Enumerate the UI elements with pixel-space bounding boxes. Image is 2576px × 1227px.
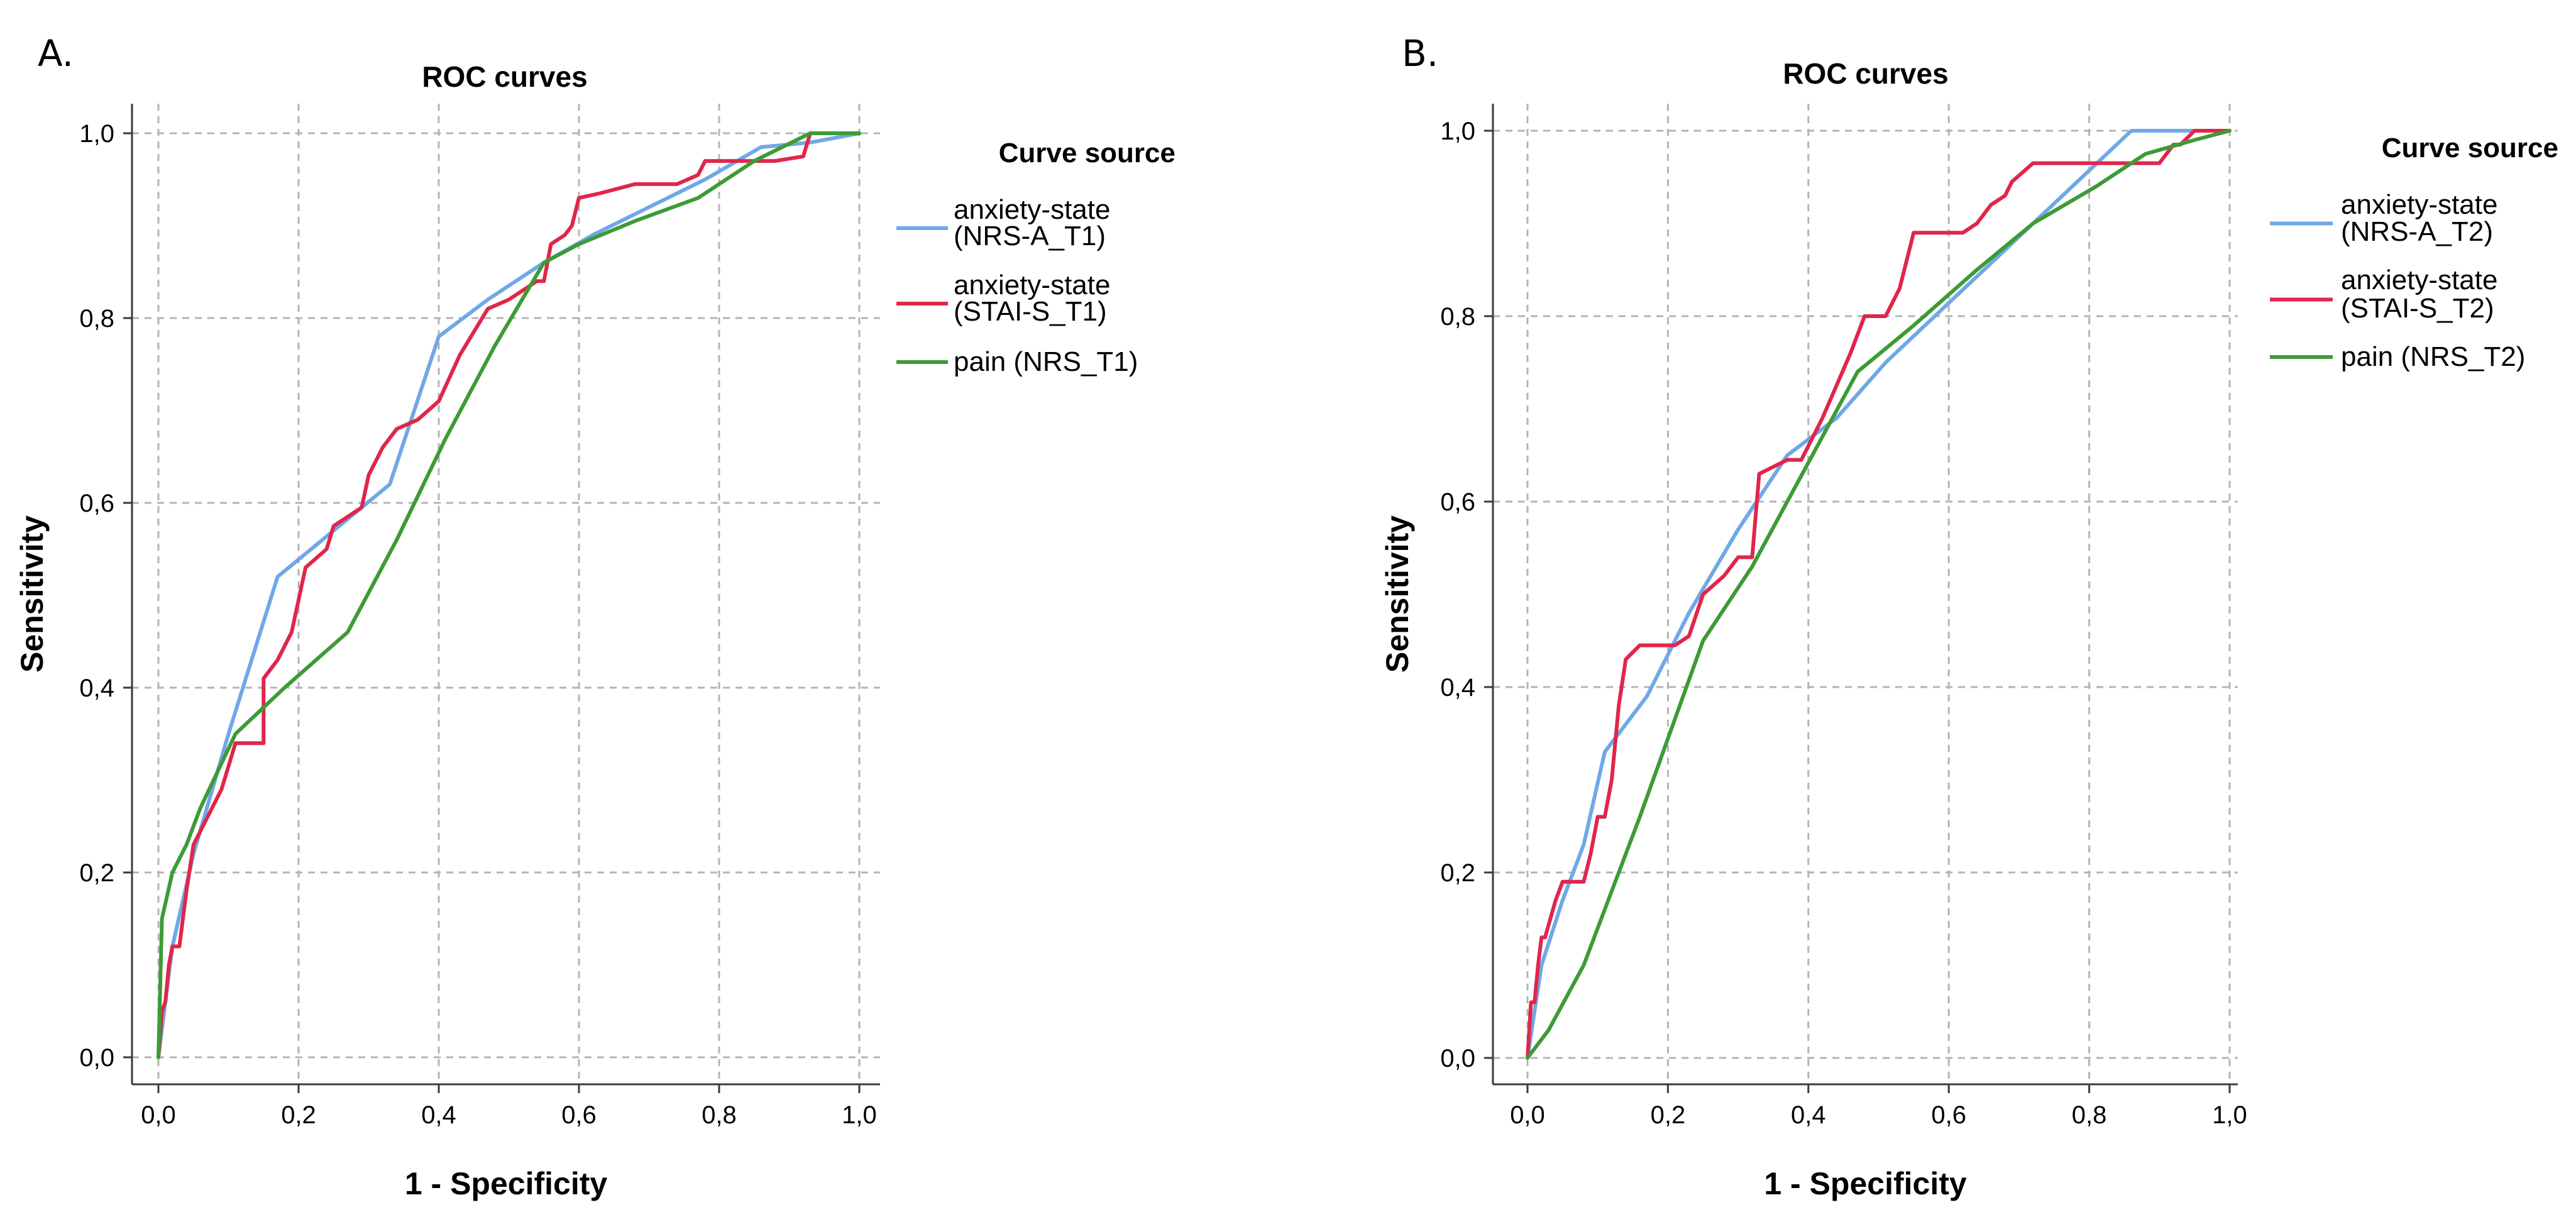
legend-label: anxiety-state [2341,265,2497,295]
legend: Curve sourceanxiety-state(NRS-A_T1)anxie… [896,138,1175,377]
panel-label: A. [38,32,74,75]
y-tick-label: 0,2 [1440,859,1475,887]
y-tick-label: 0,6 [79,490,114,517]
x-tick-label: 0,4 [1791,1101,1826,1129]
x-tick-label: 1,0 [2212,1101,2247,1129]
legend-title: Curve source [999,138,1175,168]
legend-label: (NRS-A_T2) [2341,216,2493,247]
x-axis-title: 1 - Specificity [405,1166,608,1201]
y-tick-label: 1,0 [1440,118,1475,145]
y-tick-label: 0,2 [79,859,114,887]
y-tick-label: 0,8 [1440,303,1475,331]
x-tick-label: 0,0 [1510,1101,1545,1129]
x-tick-label: 0,6 [1931,1101,1966,1129]
roc-line-stai-s [1526,129,2232,1060]
x-tick-label: 1,0 [842,1101,877,1129]
legend-label: anxiety-state [954,270,1110,300]
x-tick-label: 0,0 [141,1101,176,1129]
legend-label: (STAI-S_T1) [954,296,1107,327]
x-axis-title: 1 - Specificity [1764,1166,1967,1201]
y-tick-label: 0,4 [79,674,114,702]
y-tick-label: 0,0 [79,1044,114,1072]
y-tick-label: 0,8 [79,305,114,333]
legend-label: anxiety-state [954,194,1110,225]
legend-label: (NRS-A_T1) [954,221,1106,251]
x-tick-label: 0,4 [421,1101,456,1129]
legend: Curve sourceanxiety-state(NRS-A_T2)anxie… [2270,133,2558,372]
chart-title: ROC curves [422,60,587,93]
legend-label: (STAI-S_T2) [2341,293,2494,324]
y-tick-label: 0,4 [1440,674,1475,702]
x-tick-label: 0,6 [561,1101,597,1129]
legend-label: anxiety-state [2341,189,2497,220]
roc-line-nrs-a [1526,129,2232,1060]
roc-line-pain [1526,129,2232,1060]
legend-title: Curve source [2382,133,2558,163]
y-axis-title: Sensitivity [1380,515,1415,673]
roc-line-pain [157,131,861,1059]
chart-title: ROC curves [1783,57,1948,90]
roc-panel-b: B. ROC curves 0,0 0,2 0,4 0,6 0,8 1,0 0,0 0,2 0,4 0… [1380,32,2558,1201]
x-tick-label: 0,8 [702,1101,737,1129]
x-tick-label: 0,2 [1651,1101,1686,1129]
legend-label: pain (NRS_T1) [954,346,1138,377]
y-tick-label: 1,0 [79,120,114,148]
roc-line-stai-s [157,131,861,1059]
legend-label: pain (NRS_T2) [2341,341,2525,372]
x-tick-label: 0,2 [281,1101,316,1129]
y-tick-label: 0,6 [1440,488,1475,516]
y-axis-title: Sensitivity [14,515,50,673]
y-tick-label: 0,0 [1440,1045,1475,1072]
roc-line-nrs-a [157,131,861,1059]
roc-panel-a: A. ROC curves 0,0 0,2 0,4 0,6 0,8 1,0 0,0 0,2 0,4 0… [14,32,1175,1201]
x-tick-label: 0,8 [2072,1101,2107,1129]
panel-label: B. [1402,32,1438,75]
